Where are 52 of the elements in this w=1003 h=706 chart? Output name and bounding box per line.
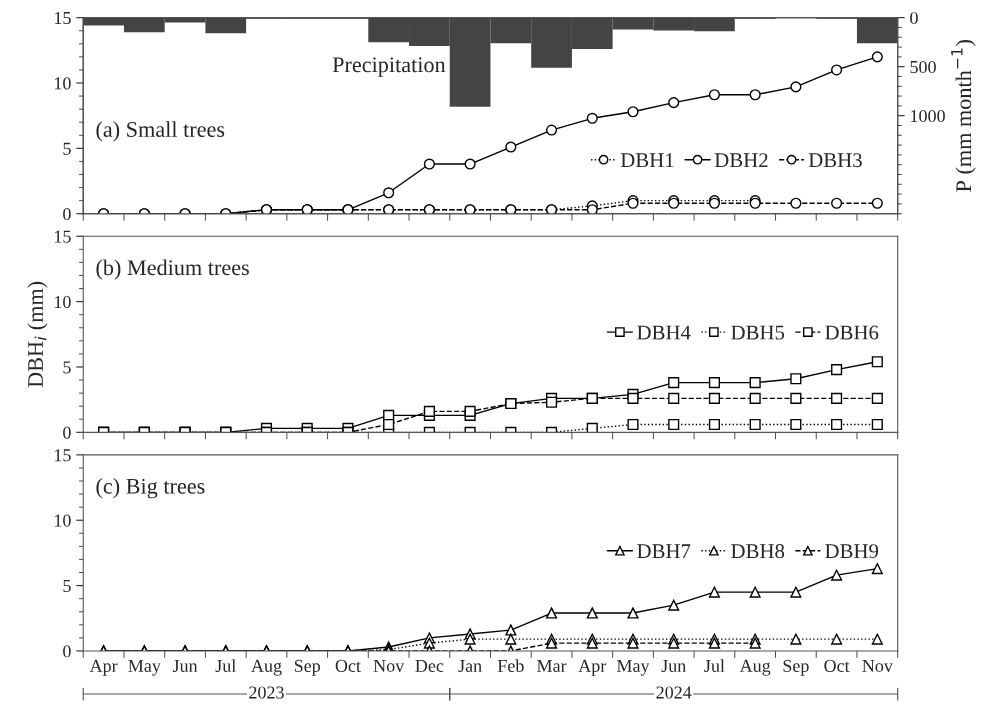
y-tick-label: 0 (63, 426, 71, 439)
text: (a) Small trees (96, 121, 225, 142)
x-tick-label: Jun (661, 659, 686, 672)
y-tick-label: 15 (54, 230, 71, 243)
x-tick-label: Jul (215, 659, 236, 672)
legend-label: DBH2 (714, 153, 768, 168)
y-axis-title: DBH$_{i}$ (mm) (27, 281, 48, 388)
text: (b) Medium trees (96, 259, 249, 280)
text: (c) Big trees (96, 478, 205, 499)
x-tick-label: Oct (824, 659, 850, 672)
y2-axis-title: P (mm month$^{−1}$) (951, 40, 976, 192)
y-tick-label: 5 (63, 142, 71, 155)
legend-label: DBH6 (825, 325, 879, 340)
y2-tick-label: 0 (910, 11, 918, 25)
y-tick-label: 10 (54, 77, 71, 90)
legend-label: DBH7 (637, 544, 691, 559)
y2-tick-label: 500 (910, 60, 936, 74)
legend-label: DBH5 (731, 325, 785, 340)
x-tick-label: Aug (251, 659, 282, 676)
x-tick-label: Nov (862, 659, 893, 672)
y-tick-label: 0 (63, 645, 71, 658)
x-tick-label: Sep (783, 659, 809, 676)
x-tick-label: Aug (739, 659, 771, 676)
y-tick-label: 15 (54, 11, 71, 25)
y-tick-label: 5 (63, 580, 71, 593)
x-tick-label: Jan (458, 659, 482, 672)
text: 2023 (249, 686, 284, 699)
x-tick-label: Feb (497, 659, 524, 672)
y-tick-label: 15 (54, 449, 71, 462)
x-tick-label: Sep (294, 659, 321, 676)
legend-label: DBH4 (637, 325, 691, 340)
y-tick-label: 0 (63, 207, 71, 221)
legend-label: DBH8 (731, 544, 785, 559)
legend-label: DBH9 (825, 544, 879, 559)
series-label: Precipitation (332, 57, 446, 77)
x-tick-label: Apr (89, 659, 118, 676)
text: 2024 (656, 686, 692, 699)
x-tick-label: May (128, 659, 161, 676)
x-tick-label: Jul (704, 659, 725, 672)
x-tick-label: Oct (335, 659, 361, 672)
y-tick-label: 10 (54, 295, 71, 309)
x-tick-label: Jun (172, 659, 198, 672)
legend-label: DBH3 (808, 153, 862, 168)
x-tick-label: Dec (415, 659, 444, 672)
x-tick-label: Apr (578, 659, 607, 676)
y-tick-label: 10 (54, 514, 71, 527)
y-tick-label: 5 (63, 361, 71, 374)
x-tick-label: Nov (373, 659, 405, 672)
y2-tick-label: 1000 (911, 109, 945, 123)
x-tick-label: Mar (537, 659, 567, 672)
x-tick-label: May (616, 659, 650, 676)
legend-label: DBH1 (620, 153, 674, 168)
